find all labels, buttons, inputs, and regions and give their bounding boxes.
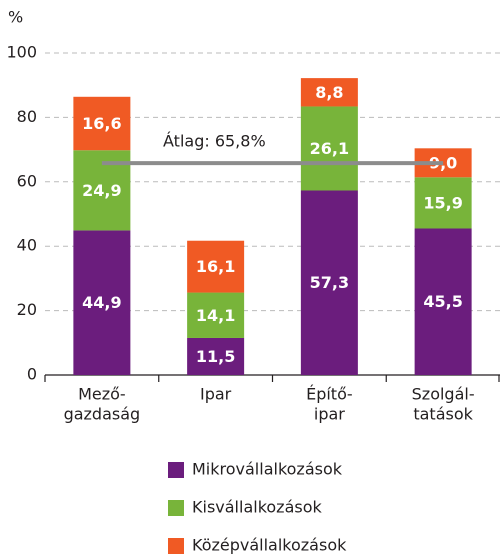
bar-segment (300, 78, 358, 107)
y-tick-label: 20 (17, 300, 37, 319)
x-tick-label: Építő- (306, 385, 353, 404)
data-label: 16,6 (82, 114, 121, 133)
y-tick-label: 40 (17, 236, 37, 255)
y-axis-label: % (8, 8, 23, 27)
bar-segment (414, 228, 472, 375)
data-label: 15,9 (423, 193, 462, 212)
data-label: 11,5 (196, 347, 235, 366)
x-tick-label: Mező- (78, 385, 126, 404)
data-label: 14,1 (196, 306, 235, 325)
data-label: 8,8 (315, 83, 343, 102)
legend-swatch (168, 500, 184, 516)
data-label: 16,1 (196, 257, 235, 276)
data-label: 24,9 (82, 181, 121, 200)
x-tick-label: tatások (413, 405, 473, 424)
bar-segment (414, 177, 472, 229)
x-tick-label: Szolgál- (412, 385, 475, 404)
x-tick-label: gazdaság (64, 405, 141, 424)
bar-segment (73, 230, 131, 375)
bar-segment (73, 96, 131, 151)
y-tick-label: 0 (27, 365, 37, 384)
bar-segment (300, 106, 358, 191)
data-label: 44,9 (82, 293, 121, 312)
x-tick-label: ipar (314, 405, 345, 424)
data-label: 26,1 (310, 139, 349, 158)
bar-segment (187, 240, 245, 293)
legend-label: Középvállalkozások (192, 536, 347, 555)
legend-label: Mikrovállalkozások (192, 460, 343, 479)
data-label: 57,3 (310, 273, 349, 292)
legend-label: Kisvállalkozások (192, 498, 323, 517)
x-tick-label: Ipar (200, 385, 232, 404)
y-tick-label: 60 (17, 171, 37, 190)
average-label: Átlag: 65,8% (163, 132, 266, 151)
bar-segment (187, 337, 245, 375)
data-label: 45,5 (423, 292, 462, 311)
bar-segment (187, 292, 245, 338)
y-tick-label: 100 (6, 43, 37, 62)
legend-swatch (168, 462, 184, 478)
bar-segment (300, 190, 358, 375)
legend-swatch (168, 538, 184, 554)
y-tick-label: 80 (17, 107, 37, 126)
